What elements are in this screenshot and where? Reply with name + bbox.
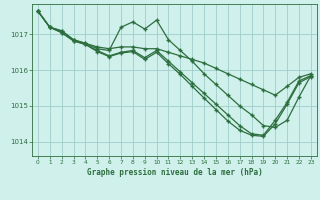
X-axis label: Graphe pression niveau de la mer (hPa): Graphe pression niveau de la mer (hPa) [86, 168, 262, 177]
